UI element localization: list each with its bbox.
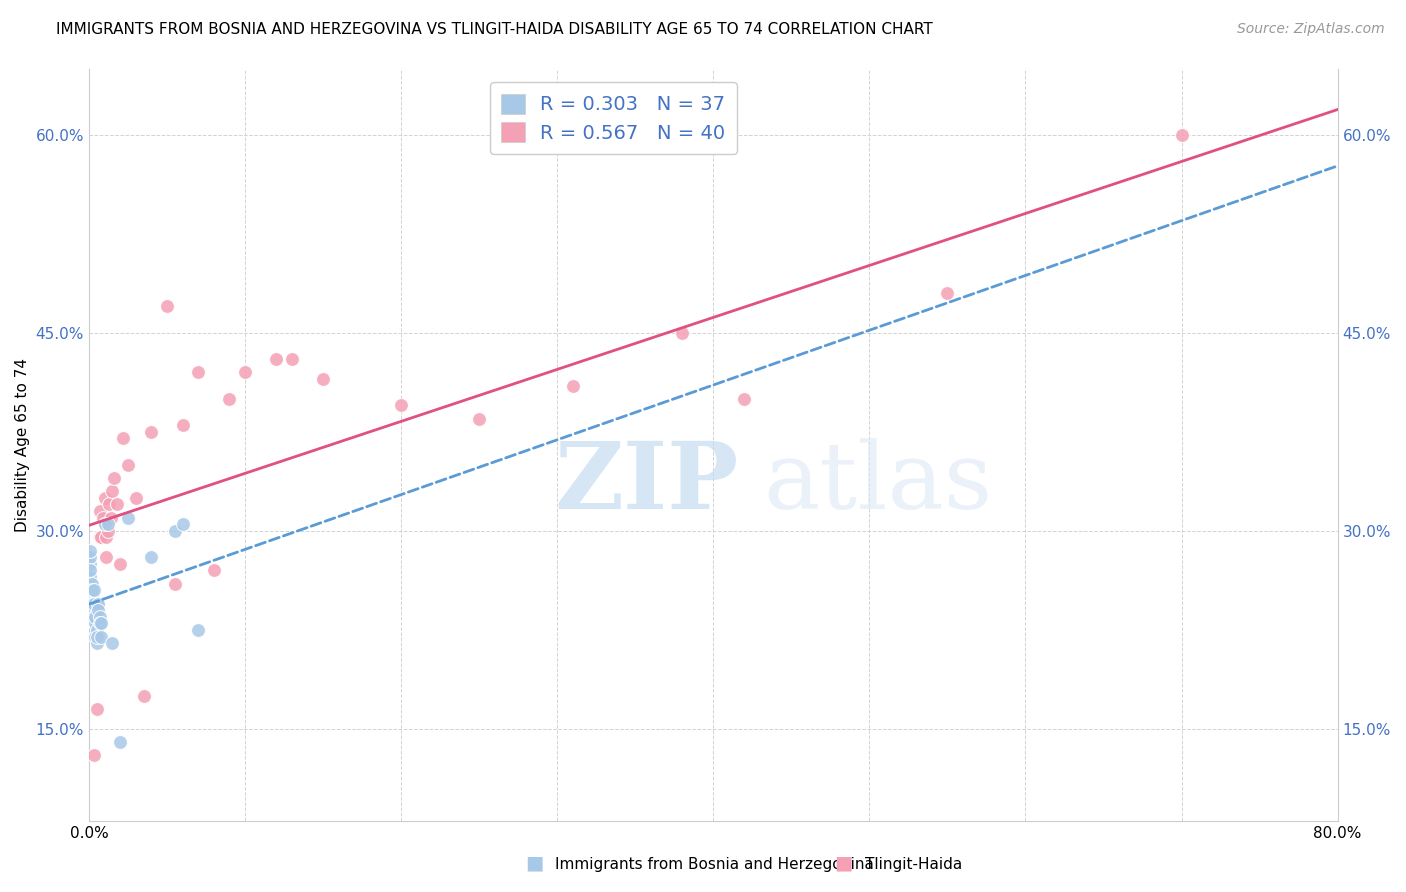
- Point: [218, 392, 240, 406]
- Text: ■: ■: [524, 854, 544, 872]
- Point: [80, 590, 103, 604]
- Point: [105, 498, 128, 512]
- Text: ■: ■: [834, 854, 853, 872]
- Point: [83, 597, 105, 611]
- Point: [125, 491, 148, 505]
- Point: [87, 603, 110, 617]
- Text: Tlingit-Haida: Tlingit-Haida: [865, 857, 962, 872]
- Point: [103, 471, 125, 485]
- Y-axis label: Disability Age 65 to 74: Disability Age 65 to 74: [15, 358, 30, 532]
- Point: [163, 524, 186, 538]
- Text: Source: ZipAtlas.com: Source: ZipAtlas.com: [1237, 22, 1385, 37]
- Point: [79, 557, 101, 571]
- Point: [561, 378, 583, 392]
- Point: [112, 431, 135, 445]
- Point: [264, 352, 287, 367]
- Point: [80, 597, 103, 611]
- Point: [83, 609, 105, 624]
- Point: [89, 504, 111, 518]
- Point: [84, 616, 107, 631]
- Point: [86, 623, 108, 637]
- Point: [90, 531, 112, 545]
- Point: [734, 392, 756, 406]
- Point: [1170, 128, 1192, 142]
- Point: [83, 748, 105, 763]
- Point: [389, 398, 412, 412]
- Point: [141, 425, 163, 439]
- Legend: R = 0.303   N = 37, R = 0.567   N = 40: R = 0.303 N = 37, R = 0.567 N = 40: [489, 82, 737, 154]
- Point: [93, 517, 115, 532]
- Point: [117, 510, 139, 524]
- Point: [101, 484, 124, 499]
- Point: [86, 636, 108, 650]
- Point: [281, 352, 304, 367]
- Point: [94, 531, 117, 545]
- Point: [117, 458, 139, 472]
- Point: [80, 576, 103, 591]
- Point: [84, 623, 107, 637]
- Point: [83, 603, 105, 617]
- Point: [80, 583, 103, 598]
- Point: [233, 365, 256, 379]
- Point: [187, 623, 209, 637]
- Text: IMMIGRANTS FROM BOSNIA AND HERZEGOVINA VS TLINGIT-HAIDA DISABILITY AGE 65 TO 74 : IMMIGRANTS FROM BOSNIA AND HERZEGOVINA V…: [56, 22, 934, 37]
- Point: [98, 498, 121, 512]
- Point: [93, 491, 115, 505]
- Point: [468, 411, 491, 425]
- Point: [163, 576, 186, 591]
- Point: [156, 299, 179, 313]
- Point: [202, 564, 225, 578]
- Text: atlas: atlas: [763, 438, 993, 528]
- Point: [671, 326, 693, 340]
- Point: [87, 597, 110, 611]
- Point: [86, 630, 108, 644]
- Point: [79, 550, 101, 565]
- Point: [79, 570, 101, 584]
- Point: [83, 583, 105, 598]
- Point: [84, 609, 107, 624]
- Point: [172, 418, 194, 433]
- Point: [93, 517, 115, 532]
- Text: Immigrants from Bosnia and Herzegovina: Immigrants from Bosnia and Herzegovina: [555, 857, 875, 872]
- Point: [141, 550, 163, 565]
- Point: [94, 550, 117, 565]
- Point: [312, 372, 335, 386]
- Point: [108, 557, 131, 571]
- Point: [97, 524, 120, 538]
- Point: [90, 616, 112, 631]
- Point: [86, 702, 108, 716]
- Point: [97, 517, 120, 532]
- Point: [108, 735, 131, 749]
- Point: [80, 583, 103, 598]
- Text: ZIP: ZIP: [554, 438, 738, 528]
- Point: [100, 510, 122, 524]
- Point: [79, 543, 101, 558]
- Point: [89, 531, 111, 545]
- Point: [936, 286, 959, 301]
- Point: [79, 564, 101, 578]
- Point: [80, 597, 103, 611]
- Point: [87, 597, 110, 611]
- Point: [132, 689, 155, 703]
- Point: [89, 616, 111, 631]
- Point: [84, 630, 107, 644]
- Point: [172, 517, 194, 532]
- Point: [89, 609, 111, 624]
- Point: [91, 510, 114, 524]
- Point: [187, 365, 209, 379]
- Point: [101, 636, 124, 650]
- Point: [90, 630, 112, 644]
